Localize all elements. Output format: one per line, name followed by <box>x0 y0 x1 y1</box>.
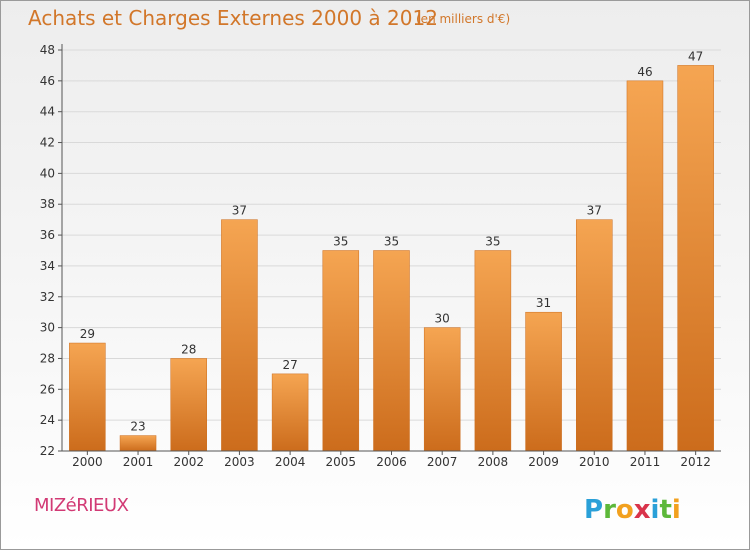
data-label-2010: 37 <box>587 204 602 218</box>
x-tick-label-2008: 2008 <box>478 455 509 469</box>
x-tick-label-2012: 2012 <box>680 455 711 469</box>
x-tick-label-2001: 2001 <box>123 455 154 469</box>
bar-2000 <box>69 342 106 452</box>
logo-letter: t <box>659 495 671 525</box>
bar-2009 <box>525 311 562 452</box>
bar-2010 <box>576 219 613 452</box>
x-tick-label-2002: 2002 <box>173 455 204 469</box>
bar-2004 <box>271 373 309 452</box>
data-label-2012: 47 <box>688 49 703 63</box>
bar-2011 <box>626 80 664 452</box>
data-label-2011: 46 <box>637 65 652 79</box>
bars <box>69 65 714 452</box>
bar-2007 <box>423 327 461 452</box>
data-label-2008: 35 <box>485 235 500 249</box>
x-tick-label-2011: 2011 <box>630 455 661 469</box>
x-tick-label-2003: 2003 <box>224 455 255 469</box>
bar-2005 <box>322 250 360 452</box>
data-label-2005: 35 <box>333 235 348 249</box>
x-tick-label-2004: 2004 <box>275 455 306 469</box>
data-label-2007: 30 <box>435 312 450 326</box>
y-tick-label: 38 <box>40 197 55 211</box>
x-tick-label-2010: 2010 <box>579 455 610 469</box>
data-label-2003: 37 <box>232 204 247 218</box>
data-label-2004: 27 <box>282 358 297 372</box>
bar-2006 <box>373 250 410 452</box>
logo-letter: i <box>651 495 660 525</box>
x-tick-label-2000: 2000 <box>72 455 103 469</box>
y-tick-label: 48 <box>40 43 55 57</box>
axes <box>58 44 721 455</box>
y-tick-label: 36 <box>40 228 55 242</box>
bar-2003 <box>221 219 258 452</box>
data-label-2002: 28 <box>181 342 196 356</box>
y-tick-label: 30 <box>40 321 55 335</box>
y-tick-label: 32 <box>40 290 55 304</box>
x-tick-label-2006: 2006 <box>376 455 407 469</box>
y-tick-label: 28 <box>40 351 55 365</box>
logo-letter: i <box>672 495 681 525</box>
y-tick-label: 40 <box>40 166 55 180</box>
bar-2008 <box>474 250 512 452</box>
logo-letter: x <box>634 495 651 525</box>
logo-letter: r <box>603 495 616 525</box>
commune-name: MIZéRIEUX <box>34 495 129 516</box>
data-label-2001: 23 <box>130 420 145 434</box>
chart-title: Achats et Charges Externes 2000 à 2012 <box>28 6 438 30</box>
proxiti-logo: Proxiti <box>584 495 681 525</box>
data-label-2009: 31 <box>536 296 551 310</box>
chart-subtitle: (en milliers d'€) <box>416 12 511 26</box>
x-tick-label-2009: 2009 <box>528 455 559 469</box>
bar-2002 <box>170 358 207 452</box>
y-tick-label: 44 <box>40 105 55 119</box>
y-tick-label: 26 <box>40 382 55 396</box>
x-tick-label-2007: 2007 <box>427 455 458 469</box>
proxiti-logo-text: Proxiti <box>584 495 681 525</box>
bar-2012 <box>677 65 714 452</box>
y-tick-label: 34 <box>40 259 55 273</box>
y-tick-label: 42 <box>40 136 55 150</box>
labels: 22 24 26 28 30 32 34 36 38 40 42 44 46 48 29 2000 23 2001… <box>40 43 711 469</box>
y-tick-label: 46 <box>40 74 55 88</box>
bar-2001 <box>119 435 157 452</box>
logo-letter: P <box>584 495 603 525</box>
data-label-2000: 29 <box>80 327 95 341</box>
logo-letter: o <box>616 495 634 525</box>
x-tick-label-2005: 2005 <box>326 455 357 469</box>
y-tick-label: 22 <box>40 444 55 458</box>
data-label-2006: 35 <box>384 235 399 249</box>
y-tick-label: 24 <box>40 413 55 427</box>
